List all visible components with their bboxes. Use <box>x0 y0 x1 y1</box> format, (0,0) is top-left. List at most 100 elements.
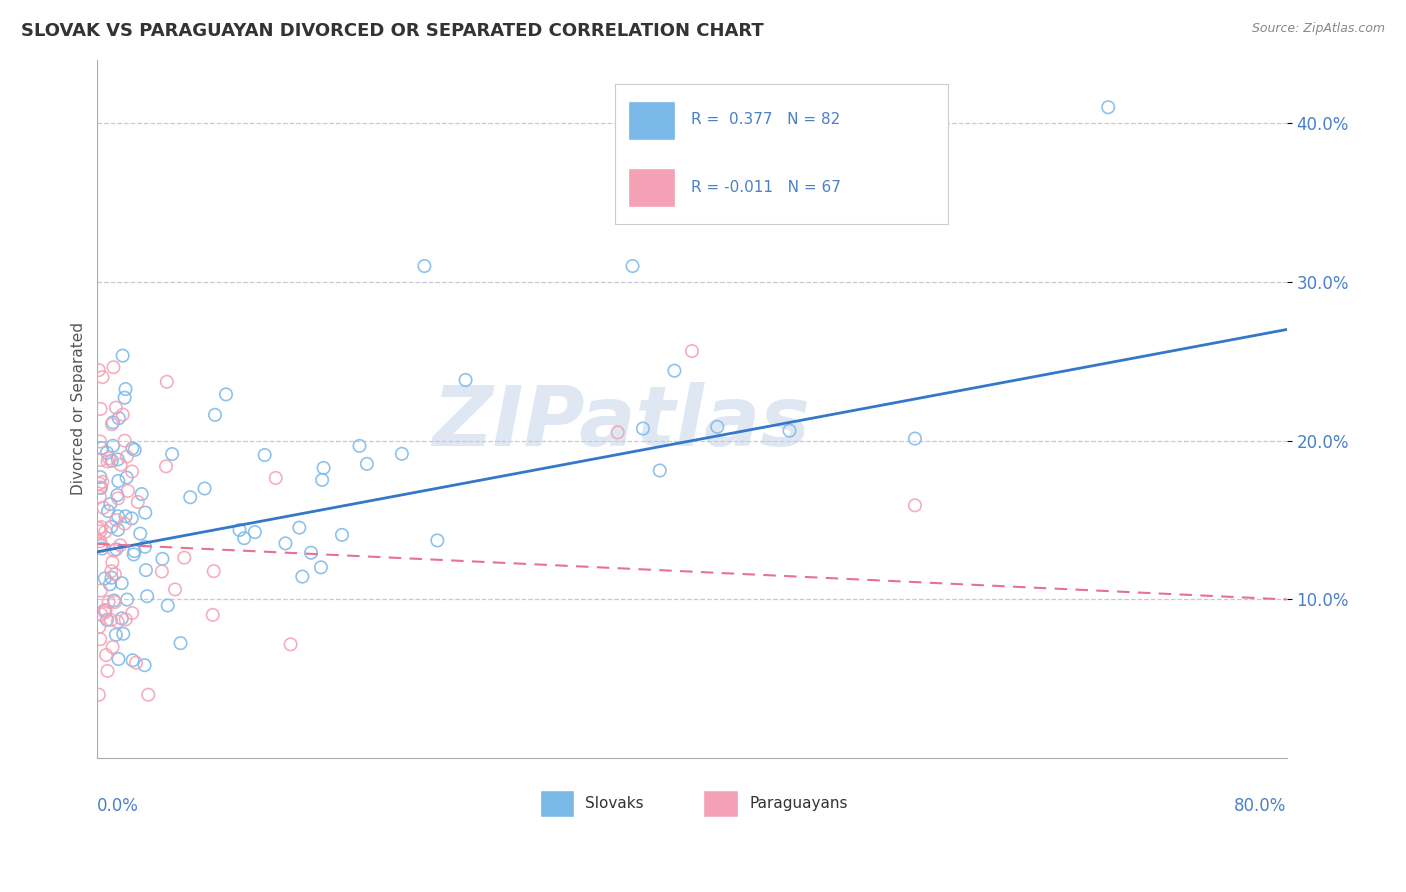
Point <box>107 523 129 537</box>
Point <box>98 497 121 511</box>
Point <box>107 474 129 488</box>
Point <box>253 448 276 462</box>
Point <box>309 560 332 574</box>
Point <box>134 658 156 673</box>
Point <box>111 408 134 422</box>
Point <box>125 656 148 670</box>
Point <box>111 349 134 363</box>
Point <box>110 458 132 472</box>
Point <box>114 391 136 405</box>
Text: ZIPatlas: ZIPatlas <box>432 383 810 463</box>
Point <box>96 664 118 678</box>
Point <box>101 439 124 453</box>
Point <box>107 491 129 506</box>
Point <box>779 424 801 438</box>
Point <box>89 490 111 504</box>
Point <box>101 416 124 430</box>
Point <box>110 538 132 552</box>
Point <box>121 511 143 525</box>
Point <box>243 525 266 540</box>
Point <box>264 471 287 485</box>
Point <box>107 509 129 524</box>
Point <box>104 628 127 642</box>
Point <box>311 473 333 487</box>
Point <box>93 500 115 515</box>
Point <box>129 526 152 541</box>
Point <box>90 481 112 495</box>
Point <box>204 408 226 422</box>
Point <box>115 450 138 464</box>
Point <box>201 607 224 622</box>
Point <box>233 531 256 545</box>
Point <box>121 653 143 667</box>
Point <box>122 548 145 562</box>
Point <box>606 425 628 440</box>
Point <box>98 577 121 591</box>
Point <box>90 583 112 598</box>
Point <box>115 470 138 484</box>
Point <box>155 459 177 474</box>
Point <box>136 688 159 702</box>
Point <box>101 454 124 468</box>
Point <box>356 457 378 471</box>
Point <box>114 516 136 531</box>
Point <box>90 520 112 534</box>
Point <box>100 520 122 534</box>
Point <box>124 544 146 558</box>
Point <box>135 563 157 577</box>
Point <box>114 509 136 524</box>
Point <box>280 637 302 651</box>
Point <box>89 524 111 539</box>
Point <box>90 538 112 552</box>
Point <box>288 521 311 535</box>
Point <box>706 420 728 434</box>
Point <box>152 552 174 566</box>
Point <box>97 595 120 609</box>
Point <box>87 363 110 377</box>
Point <box>114 612 136 626</box>
Text: 80.0%: 80.0% <box>1234 797 1286 814</box>
Point <box>103 543 125 558</box>
Point <box>156 599 179 613</box>
Point <box>112 626 135 640</box>
Text: Source: ZipAtlas.com: Source: ZipAtlas.com <box>1251 22 1385 36</box>
Point <box>105 542 128 557</box>
Point <box>228 523 250 537</box>
Point <box>104 401 127 415</box>
Point <box>330 528 353 542</box>
Point <box>111 576 134 591</box>
Point <box>454 373 477 387</box>
Point <box>101 640 124 654</box>
Point <box>117 483 139 498</box>
Point <box>169 636 191 650</box>
Point <box>97 504 120 518</box>
Point <box>127 495 149 509</box>
Point <box>124 442 146 457</box>
Point <box>107 615 129 629</box>
Y-axis label: Divorced or Separated: Divorced or Separated <box>72 322 86 495</box>
Point <box>134 506 156 520</box>
Point <box>349 439 371 453</box>
Point <box>89 476 111 491</box>
Point <box>89 434 111 449</box>
Point <box>101 555 124 569</box>
Point <box>111 611 134 625</box>
Point <box>89 401 111 416</box>
Point <box>89 632 111 647</box>
Point <box>89 470 111 484</box>
Point <box>91 475 114 489</box>
Point <box>107 652 129 666</box>
Point <box>312 461 335 475</box>
Point <box>91 370 114 384</box>
Point <box>114 382 136 396</box>
Point <box>87 688 110 702</box>
Point <box>631 421 654 435</box>
Point <box>87 521 110 535</box>
Point <box>90 539 112 553</box>
Point <box>215 387 238 401</box>
Point <box>156 375 179 389</box>
Point <box>94 524 117 539</box>
Point <box>150 565 173 579</box>
Point <box>100 571 122 585</box>
Point <box>96 446 118 460</box>
